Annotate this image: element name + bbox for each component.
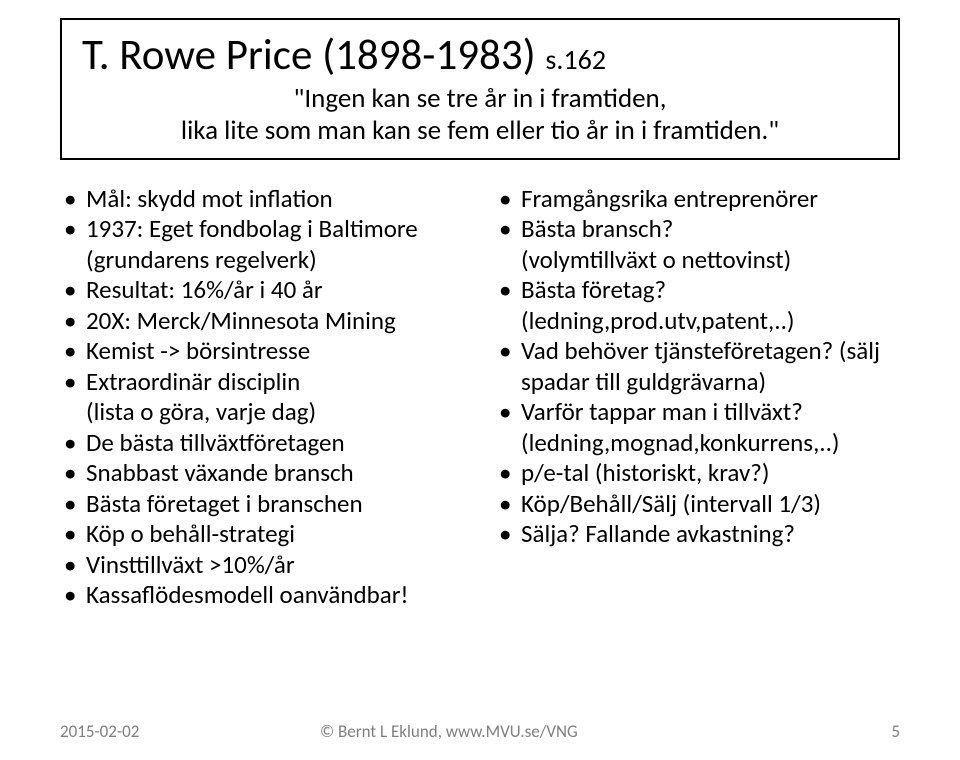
subtitle-line-1: "Ingen kan se tre år in i framtiden,	[294, 82, 667, 115]
list-item: 20X: Merck/Minnesota Mining	[60, 306, 485, 337]
footer-date: 2015-02-02	[0, 721, 260, 742]
list-item: Kassaflödesmodell oanvändbar!	[60, 580, 485, 611]
list-item: Vad behöver tjänsteföretagen? (sälj spad…	[495, 336, 920, 397]
list-item-text: p/e-tal (historiskt, krav?)	[521, 457, 769, 488]
list-item-text: Vinsttillväxt >10%/år	[86, 549, 295, 580]
list-item-text: Mål: skydd mot inflation	[86, 183, 333, 214]
title-main: T. Rowe Price (1898-1983)	[82, 28, 536, 81]
footer: 2015-02-02 © Bernt L Eklund, www.MVU.se/…	[0, 721, 960, 742]
list-item-text: Resultat: 16%/år i 40 år	[86, 274, 323, 305]
list-item-text: De bästa tillväxtföretagen	[86, 427, 345, 458]
list-item-text: Bästa företaget i branschen	[86, 488, 363, 519]
slide-title: T. Rowe Price (1898-1983) s.162	[82, 28, 878, 81]
list-item: Snabbast växande bransch	[60, 458, 485, 489]
list-item-text: Kassaflödesmodell oanvändbar!	[86, 579, 409, 610]
subtitle: "Ingen kan se tre år in i framtiden, lik…	[82, 83, 878, 148]
list-item-text: Vad behöver tjänsteföretagen? (sälj spad…	[521, 335, 880, 397]
list-item: Bästa bransch?(volymtillväxt o nettovins…	[495, 214, 920, 275]
list-item: Kemist -> börsintresse	[60, 336, 485, 367]
list-item-text: Bästa bransch?	[521, 213, 673, 244]
list-item-subtext: (ledning,prod.utv,patent,..)	[521, 306, 920, 337]
list-item-text: 1937: Eget fondbolag i Baltimore (grunda…	[86, 213, 418, 275]
list-item-text: Bästa företag?	[521, 274, 666, 305]
list-item: p/e-tal (historiskt, krav?)	[495, 458, 920, 489]
list-item-text: Köp o behåll-strategi	[86, 518, 295, 549]
title-suffix: s.162	[545, 42, 606, 77]
list-item: Köp o behåll-strategi	[60, 519, 485, 550]
list-item-text: Sälja? Fallande avkastning?	[521, 518, 795, 549]
list-item: Extraordinär disciplin(lista o göra, var…	[60, 367, 485, 428]
list-item: Varför tappar man i tillväxt? (ledning,m…	[495, 397, 920, 458]
list-item: Sälja? Fallande avkastning?	[495, 519, 920, 550]
left-bullet-list: Mål: skydd mot inflation1937: Eget fondb…	[60, 184, 485, 611]
list-item: Vinsttillväxt >10%/år	[60, 550, 485, 581]
list-item-text: 20X: Merck/Minnesota Mining	[86, 305, 396, 336]
right-bullet-list: Framgångsrika entreprenörerBästa bransch…	[495, 184, 920, 550]
list-item-text: Snabbast växande bransch	[86, 457, 354, 488]
title-box: T. Rowe Price (1898-1983) s.162 "Ingen k…	[60, 18, 900, 160]
list-item-subtext: (lista o göra, varje dag)	[86, 397, 485, 428]
list-item: Framgångsrika entreprenörer	[495, 184, 920, 215]
left-column: Mål: skydd mot inflation1937: Eget fondb…	[60, 184, 485, 611]
right-column: Framgångsrika entreprenörerBästa bransch…	[495, 184, 920, 611]
footer-page-number: 5	[840, 721, 960, 742]
list-item-text: Kemist -> börsintresse	[86, 335, 310, 366]
footer-copyright: © Bernt L Eklund, www.MVU.se/VNG	[260, 721, 840, 742]
list-item-text: Framgångsrika entreprenörer	[521, 183, 818, 214]
list-item: Köp/Behåll/Sälj (intervall 1/3)	[495, 489, 920, 520]
list-item: Bästa företag?(ledning,prod.utv,patent,.…	[495, 275, 920, 336]
list-item: 1937: Eget fondbolag i Baltimore (grunda…	[60, 214, 485, 275]
list-item: Bästa företaget i branschen	[60, 489, 485, 520]
subtitle-line-2: lika lite som man kan se fem eller tio å…	[181, 114, 779, 147]
list-item-subtext: (volymtillväxt o nettovinst)	[521, 245, 920, 276]
list-item-text: Köp/Behåll/Sälj (intervall 1/3)	[521, 488, 821, 519]
list-item: De bästa tillväxtföretagen	[60, 428, 485, 459]
list-item-text: Varför tappar man i tillväxt? (ledning,m…	[521, 396, 840, 458]
list-item: Mål: skydd mot inflation	[60, 184, 485, 215]
content-columns: Mål: skydd mot inflation1937: Eget fondb…	[0, 180, 960, 611]
list-item: Resultat: 16%/år i 40 år	[60, 275, 485, 306]
list-item-text: Extraordinär disciplin	[86, 366, 300, 397]
